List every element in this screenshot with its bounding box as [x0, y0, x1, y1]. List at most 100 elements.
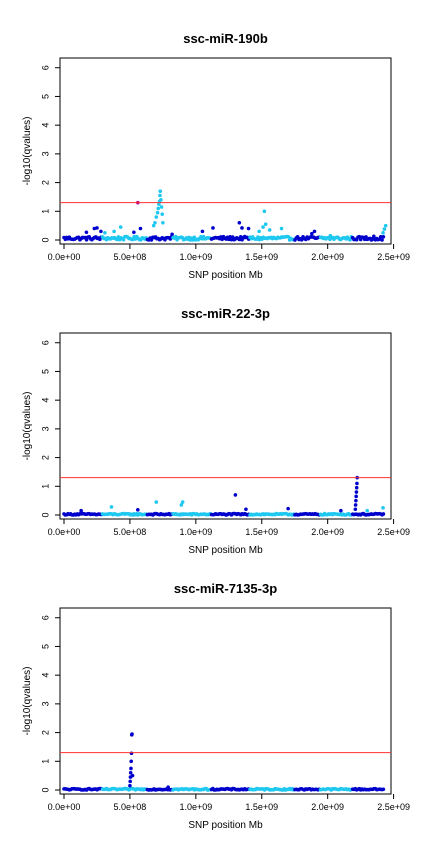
snp-point: [161, 221, 165, 225]
y-tick-label: 3: [40, 426, 50, 431]
snp-point: [159, 198, 163, 202]
y-tick-label: 0: [40, 237, 50, 242]
snp-point: [130, 732, 134, 736]
snp-point: [160, 205, 164, 209]
snp-point: [264, 222, 268, 226]
y-tick-label: 2: [40, 180, 50, 185]
snp-point: [247, 227, 251, 231]
snp-point: [286, 507, 290, 511]
x-tick-label: 1.5e+09: [245, 527, 278, 537]
snp-point: [355, 482, 359, 486]
snp-point: [99, 230, 103, 234]
snp-point: [201, 230, 205, 234]
snp-point: [129, 759, 133, 763]
x-axis-label: SNP position Mb: [188, 270, 263, 281]
x-axis-label: SNP position Mb: [188, 545, 263, 556]
snp-point: [244, 507, 248, 511]
y-axis-label: -log10(qvalues): [22, 117, 33, 186]
x-tick-label: 1.5e+09: [245, 252, 278, 262]
y-tick-label: 4: [40, 398, 50, 403]
x-tick-label: 2.5e+09: [377, 527, 410, 537]
snp-point: [238, 221, 242, 225]
snp-point: [339, 509, 343, 513]
snp-point: [263, 209, 267, 213]
snp-point: [170, 232, 174, 236]
snp-point: [381, 506, 385, 510]
y-tick-label: 6: [40, 65, 50, 70]
y-tick-label: 2: [40, 730, 50, 735]
snp-point: [365, 509, 369, 513]
chart-panel-2: ssc-miR-22-3p 0 1 2 3 4 5 6 0.0e+00 5.0e+08 1.0e+0…: [22, 306, 410, 556]
snp-point: [372, 234, 376, 238]
x-tick-label: 2.0e+09: [311, 252, 344, 262]
x-tick-label: 2.0e+09: [311, 527, 344, 537]
y-tick-label: 2: [40, 455, 50, 460]
x-tick-label: 1.0e+09: [179, 802, 212, 812]
x-tick-label: 2.0e+09: [311, 802, 344, 812]
y-tick-label: 5: [40, 94, 50, 99]
x-tick-label: 2.5e+09: [377, 802, 410, 812]
snp-point: [154, 500, 158, 504]
snp-point: [383, 227, 387, 231]
snp-point: [380, 238, 384, 242]
snp-point: [354, 507, 358, 511]
snp-point: [153, 221, 157, 225]
snp-point: [85, 230, 89, 234]
x-tick-label: 0.0e+00: [48, 252, 81, 262]
plot-frame: [60, 608, 391, 794]
y-tick-label: 3: [40, 701, 50, 706]
y-tick-label: 6: [40, 615, 50, 620]
snp-point: [268, 228, 272, 232]
snp-point: [131, 774, 135, 778]
snp-point: [158, 189, 162, 193]
snp-point: [122, 238, 126, 242]
y-tick-label: 5: [40, 644, 50, 649]
snp-point: [382, 787, 386, 791]
snp-point: [381, 231, 385, 235]
chart-panel-1: ssc-miR-190b 0 1 2 3 4 5 6 0.0e+00 5.0e+08 1.0e+09…: [22, 31, 410, 281]
snp-point: [158, 194, 162, 198]
x-tick-label: 1.5e+09: [245, 802, 278, 812]
snp-point: [110, 505, 114, 509]
x-tick-label: 5.0e+08: [114, 527, 147, 537]
snp-point: [354, 503, 358, 507]
significant-snp-points: [85, 189, 388, 238]
x-tick-label: 5.0e+08: [114, 802, 147, 812]
snp-point: [166, 785, 170, 789]
x-tick-label: 1.0e+09: [179, 527, 212, 537]
snp-point: [132, 230, 136, 234]
y-tick-label: 0: [40, 512, 50, 517]
chart-title: ssc-miR-22-3p: [181, 306, 270, 321]
x-tick-label: 2.5e+09: [377, 252, 410, 262]
snp-point: [354, 495, 358, 499]
snp-point: [103, 231, 107, 235]
y-tick-label: 6: [40, 340, 50, 345]
snp-point: [136, 508, 140, 512]
snp-point: [234, 493, 238, 497]
snp-point: [154, 215, 158, 219]
snp-point: [382, 235, 386, 239]
plot-frame: [60, 333, 391, 519]
snp-point: [112, 230, 116, 234]
snp-point: [240, 226, 244, 230]
x-tick-label: 0.0e+00: [48, 802, 81, 812]
y-tick-label: 1: [40, 209, 50, 214]
baseline-snp-points: [62, 787, 385, 792]
snp-point: [128, 780, 132, 784]
x-tick-label: 0.0e+00: [48, 527, 81, 537]
significant-snp-points: [128, 732, 170, 789]
snp-point: [257, 230, 261, 234]
y-tick-label: 4: [40, 123, 50, 128]
snp-point: [139, 227, 143, 231]
snp-point: [156, 207, 160, 211]
snp-point: [211, 226, 215, 230]
chart-title: ssc-miR-7135-3p: [174, 581, 277, 596]
baseline-snp-points: [62, 235, 385, 242]
y-axis-label: -log10(qvalues): [22, 392, 33, 461]
snp-point: [280, 227, 284, 231]
y-tick-label: 4: [40, 673, 50, 678]
y-tick-label: 1: [40, 759, 50, 764]
snp-point: [313, 230, 317, 234]
snp-point: [130, 751, 134, 755]
